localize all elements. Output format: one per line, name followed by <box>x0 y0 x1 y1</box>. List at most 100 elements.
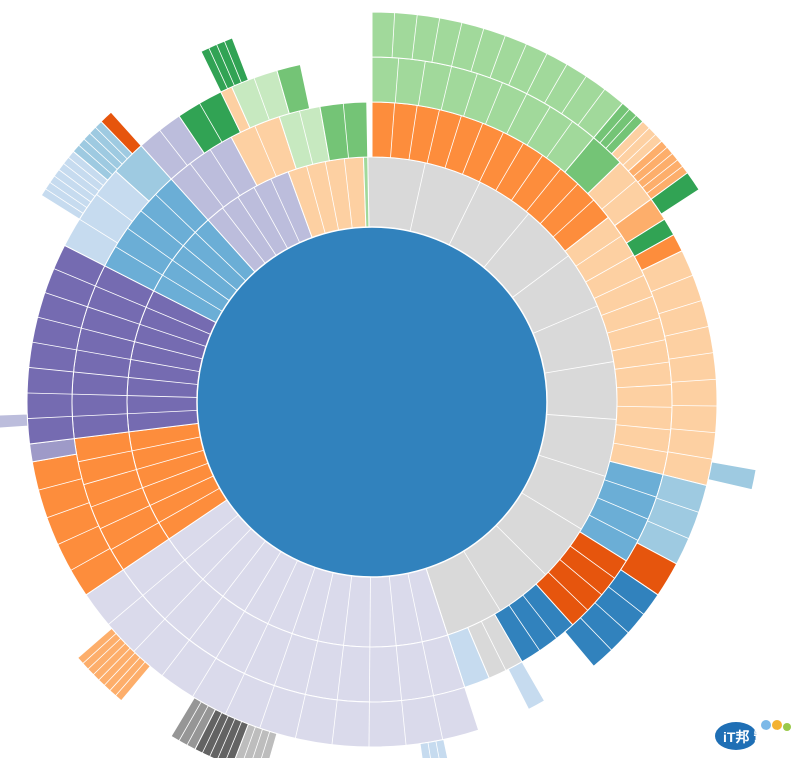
ring3-segment-21[interactable] <box>276 63 311 115</box>
ring4-divider <box>49 181 88 208</box>
ring1-divider <box>521 492 582 530</box>
ring3-divider <box>79 218 118 244</box>
ring1-divider <box>244 551 282 612</box>
ring2-divider <box>99 505 151 530</box>
ring4-divider <box>508 43 527 86</box>
ring3-divider <box>253 77 270 121</box>
itbang-logo: iT邦 幫忙 <box>714 716 792 752</box>
ring2-divider <box>426 109 440 164</box>
ring4-divider <box>561 75 587 114</box>
ring3-divider <box>159 129 188 166</box>
ring2-divider <box>408 105 418 160</box>
ring2-divider <box>110 522 159 551</box>
ring2-divider <box>244 623 269 674</box>
ring2-divider <box>593 274 645 299</box>
ring1-divider <box>495 525 547 576</box>
ring4-divider <box>103 652 136 686</box>
ring4-divider <box>178 701 202 742</box>
ring3-divider <box>601 179 637 210</box>
ring4-segment-4[interactable] <box>650 172 700 215</box>
ring4-segment-11[interactable] <box>0 413 29 429</box>
ring4-divider <box>63 163 100 192</box>
ring4-divider <box>78 144 113 176</box>
ring1-divider <box>343 575 353 646</box>
ring4-segment-14[interactable] <box>100 111 142 155</box>
ring1-divider <box>139 323 207 347</box>
ring1-divider <box>267 560 298 624</box>
ring4-segment-15[interactable] <box>200 37 250 93</box>
ring2-divider <box>115 246 163 276</box>
ring3-divider <box>394 58 400 103</box>
ring4-divider <box>98 647 131 681</box>
ring2-divider <box>589 514 639 541</box>
ring2-divider <box>164 578 204 620</box>
ring3-divider <box>28 367 74 373</box>
ring2-divider <box>547 571 589 611</box>
ring2-divider <box>585 254 634 283</box>
ring2-divider <box>601 295 653 316</box>
ring2-divider <box>254 125 277 177</box>
ring4-segment-6[interactable] <box>419 738 453 758</box>
ring2-divider <box>83 469 137 486</box>
ring4-divider <box>94 126 128 160</box>
ring2-segment-14[interactable] <box>319 101 369 162</box>
ring1-divider <box>131 436 201 452</box>
ring3-divider <box>32 341 77 351</box>
ring1-divider <box>182 245 238 291</box>
ring2-divider <box>616 405 672 408</box>
ring4-divider <box>109 657 141 691</box>
ring3-divider <box>670 428 716 434</box>
ring2-divider <box>511 155 543 201</box>
ring2-divider <box>127 227 173 261</box>
ring2-divider <box>390 102 396 158</box>
ring4-divider <box>243 726 256 758</box>
ring4-divider <box>391 12 396 58</box>
ring2-divider <box>215 611 245 659</box>
ring2-divider <box>495 142 524 191</box>
ring3-divider <box>37 316 82 329</box>
ring3-divider <box>38 478 83 491</box>
ring3-segment-10[interactable] <box>507 661 546 711</box>
ring2-divider <box>73 371 129 378</box>
ring3-divider <box>667 451 713 460</box>
ring4-divider <box>201 712 223 754</box>
ring3-divider <box>647 520 689 540</box>
ring3-divider <box>331 699 338 745</box>
ring4-divider <box>87 638 121 670</box>
ring1-divider <box>324 161 340 231</box>
ring2-divider <box>575 235 622 267</box>
ring1-divider <box>222 540 266 597</box>
ring4-divider <box>605 114 637 149</box>
ring4-divider <box>58 169 96 197</box>
ring4-segment-5[interactable] <box>707 461 757 491</box>
ring4-divider <box>83 138 118 170</box>
sunburst-root[interactable] <box>196 226 548 578</box>
ring4-divider <box>186 705 209 746</box>
ring1-divider <box>127 395 198 398</box>
ring1-divider <box>253 187 289 249</box>
ring4-divider <box>427 742 431 758</box>
ring1-divider <box>184 514 239 561</box>
ring2-divider <box>615 424 671 431</box>
ring2-divider <box>87 306 140 325</box>
ring2-divider <box>95 285 147 308</box>
ring3-divider <box>192 658 217 697</box>
ring3-divider <box>44 292 88 308</box>
ring2-divider <box>525 168 562 212</box>
ring3-divider <box>46 502 90 519</box>
sunburst-rings <box>0 11 757 758</box>
ring2-divider <box>77 450 132 463</box>
ring4-divider <box>632 146 668 177</box>
ring3-divider <box>294 694 306 739</box>
ring2-divider <box>552 199 595 238</box>
ring4-divider <box>411 14 418 60</box>
ring2-divider <box>611 339 666 352</box>
ring2-divider <box>606 317 661 334</box>
ring1-divider <box>142 462 209 489</box>
ring4-divider <box>642 159 678 189</box>
ring2-divider <box>72 393 128 396</box>
ring1-divider <box>172 259 230 301</box>
ring1-divider <box>194 232 246 282</box>
ring3-divider <box>668 352 714 360</box>
